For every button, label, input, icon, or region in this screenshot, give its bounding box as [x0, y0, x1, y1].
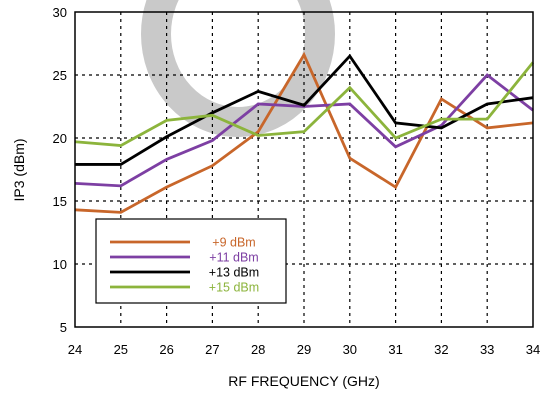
series-line-4: [74, 61, 535, 147]
x-tick-label: 26: [159, 342, 173, 357]
y-tick-label: 10: [53, 257, 67, 272]
legend-label: +9 dBm: [212, 236, 255, 250]
x-tick-label: 24: [68, 342, 82, 357]
x-tick-label: 27: [205, 342, 219, 357]
data-series: [74, 51, 535, 214]
y-tick-label: 15: [53, 194, 67, 209]
y-axis-title: IP3 (dBm): [11, 138, 27, 201]
x-tick-label: 33: [480, 342, 494, 357]
y-tick-label: 5: [60, 320, 67, 335]
x-tick-label: 31: [388, 342, 402, 357]
x-tick-label: 34: [526, 342, 540, 357]
x-axis-ticks: 24 25 26 27 28 29 30 31 32 33 34: [68, 342, 540, 357]
x-tick-label: 25: [114, 342, 128, 357]
x-tick-label: 30: [343, 342, 357, 357]
x-tick-label: 28: [251, 342, 265, 357]
x-tick-label: 29: [297, 342, 311, 357]
y-axis-ticks: 5 10 15 20 25 30: [53, 5, 67, 335]
y-tick-label: 30: [53, 5, 67, 20]
x-axis-title: RF FREQUENCY (GHz): [228, 373, 379, 389]
x-tick-label: 32: [434, 342, 448, 357]
y-tick-label: 25: [53, 68, 67, 83]
plot-frame: [74, 11, 534, 328]
legend: +9 dBm+11 dBm+13 dBm+15 dBm: [95, 218, 287, 304]
legend-label: +11 dBm: [209, 251, 258, 265]
legend-label: +13 dBm: [209, 266, 259, 280]
y-tick-label: 20: [53, 131, 67, 146]
legend-label: +15 dBm: [209, 281, 259, 295]
watermark-ring: [141, 0, 335, 137]
legend-box: [95, 218, 287, 304]
